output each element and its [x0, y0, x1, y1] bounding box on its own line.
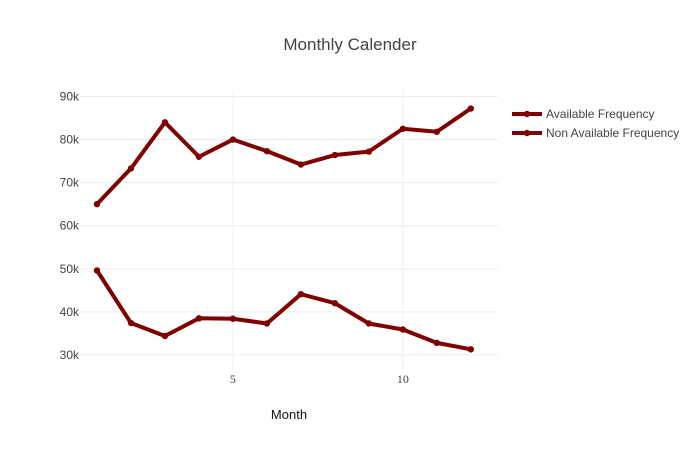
data-point: [93, 200, 101, 208]
y-tick-label: 50k: [60, 262, 80, 276]
series-line: [94, 106, 473, 207]
legend-marker: [523, 110, 531, 118]
data-point: [297, 290, 305, 298]
data-point: [195, 315, 203, 322]
data-point: [467, 346, 475, 353]
data-point: [263, 147, 271, 155]
x-tick-label: 5: [230, 372, 236, 386]
legend-label: Available Frequency: [546, 107, 655, 121]
data-point: [365, 320, 373, 327]
legend[interactable]: Available Frequency Non Available Frequen…: [512, 107, 679, 140]
y-tick-label: 70k: [60, 176, 80, 190]
data-point: [433, 339, 441, 347]
data-point: [93, 267, 101, 274]
x-tick-label: 10: [397, 372, 409, 386]
grid: [80, 90, 498, 370]
data-point: [331, 151, 339, 159]
tick-labels: 30k 40k 50k 60k 70k 80k 90k 5 10: [60, 89, 409, 386]
series-non-available-frequency: [93, 267, 475, 353]
x-axis-label: Month: [271, 407, 307, 422]
legend-item-non-available-frequency[interactable]: Non Available Frequency: [512, 126, 679, 140]
y-tick-label: 90k: [60, 89, 80, 103]
legend-item-available-frequency[interactable]: Available Frequency: [512, 107, 655, 121]
data-point: [263, 320, 271, 327]
data-point: [161, 332, 169, 340]
legend-marker: [523, 129, 531, 137]
chart-title: Monthly Calender: [283, 35, 417, 54]
y-tick-label: 80k: [60, 133, 80, 147]
series-layer: [93, 105, 475, 353]
series-available-frequency: [93, 105, 475, 208]
data-point: [297, 161, 305, 168]
series-line: [94, 268, 473, 352]
y-tick-label: 60k: [60, 219, 80, 233]
legend-label: Non Available Frequency: [546, 126, 679, 140]
data-point: [467, 105, 475, 112]
data-point: [433, 128, 441, 135]
data-point: [229, 315, 237, 322]
y-tick-label: 30k: [60, 348, 80, 362]
data-point: [399, 326, 407, 333]
data-point: [331, 300, 339, 307]
data-point: [365, 148, 373, 155]
data-point: [399, 125, 407, 132]
data-point: [127, 319, 135, 327]
y-tick-label: 40k: [60, 305, 80, 319]
data-point: [195, 153, 203, 160]
data-point: [229, 136, 237, 143]
data-point: [161, 119, 169, 126]
data-point: [127, 165, 135, 172]
